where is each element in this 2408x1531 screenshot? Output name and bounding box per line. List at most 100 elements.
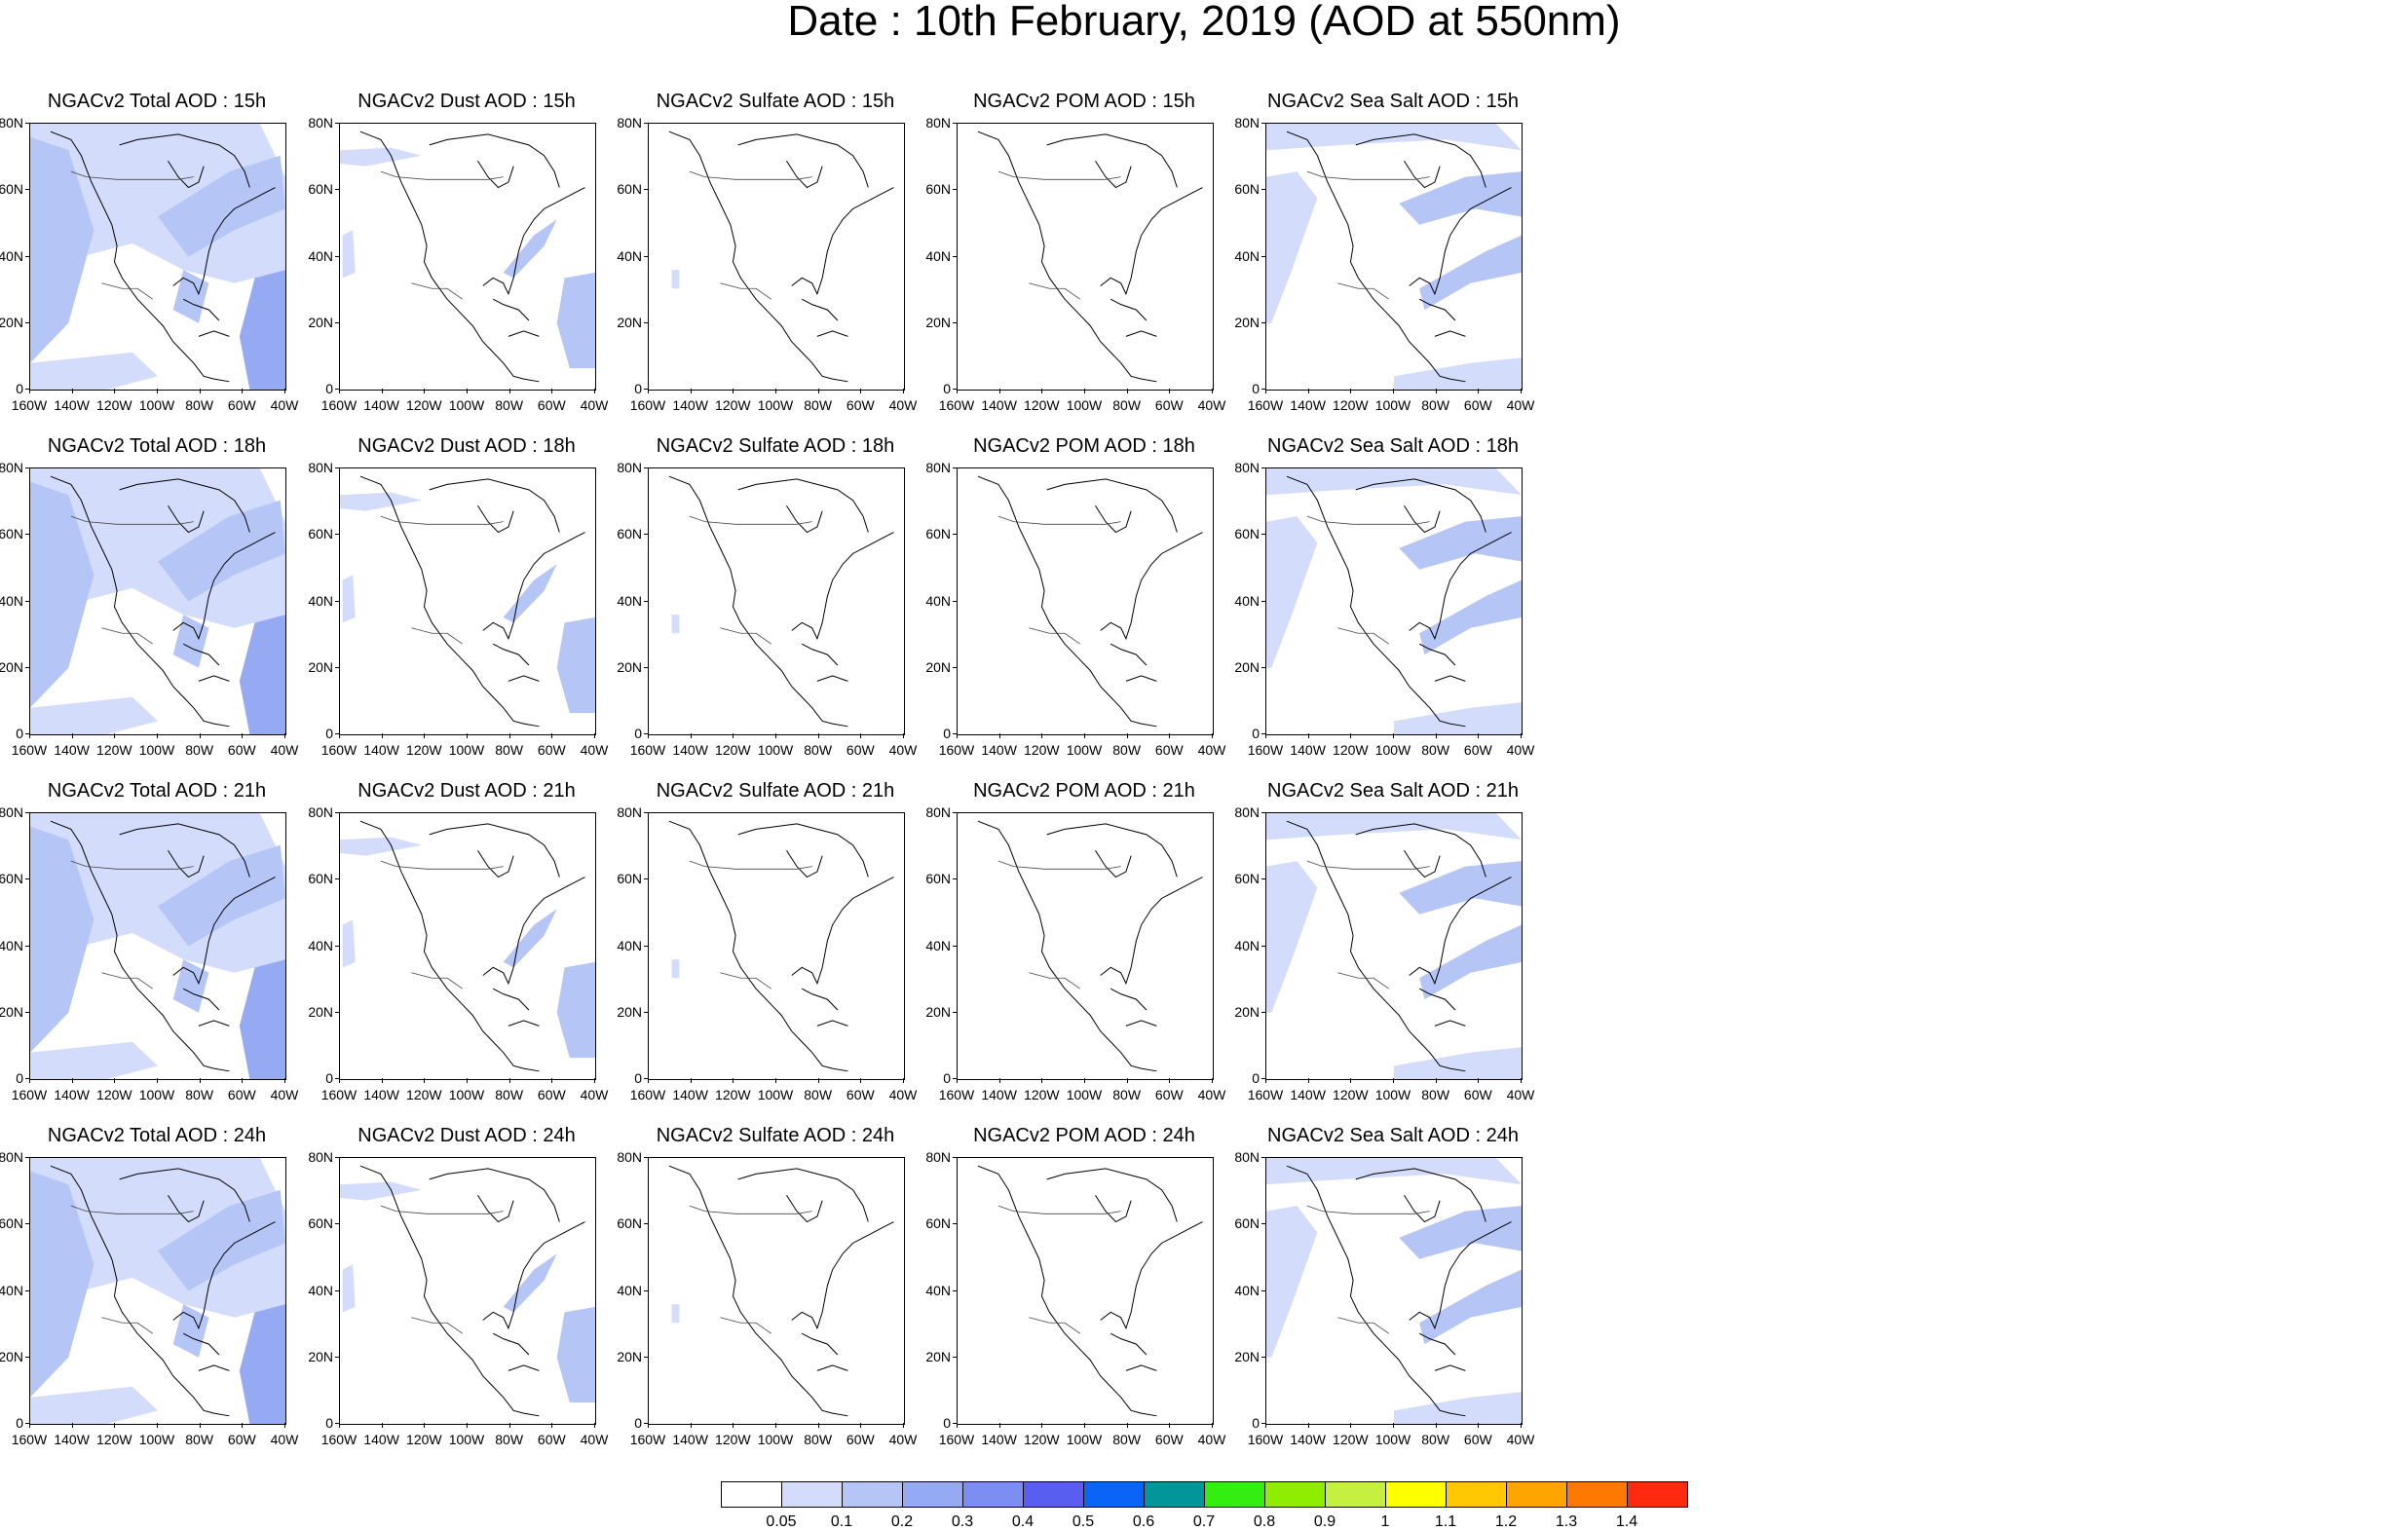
latitude-tick-label: 40N bbox=[0, 1282, 23, 1298]
longitude-tick-label: 40W bbox=[580, 1087, 609, 1102]
map-panel-pom-21h: NGACv2 POM AOD : 21h 80N 60N 40N 20N 0 160W 140… bbox=[918, 780, 1251, 1107]
longitude-tick-label: 120W bbox=[406, 1432, 442, 1447]
latitude-tick-label: 60N bbox=[925, 181, 951, 198]
latitude-tick bbox=[1261, 1356, 1265, 1358]
longitude-tick-label: 40W bbox=[1506, 1432, 1535, 1447]
longitude-tick bbox=[1435, 1078, 1437, 1083]
aod-shading bbox=[340, 837, 422, 856]
coastline bbox=[669, 476, 894, 727]
longitude-tick-label: 40W bbox=[888, 1087, 918, 1102]
map-panel-sulfate-21h: NGACv2 Sulfate AOD : 21h 80N 60N 40N 20N 0 160… bbox=[609, 780, 942, 1107]
aod-shading bbox=[158, 1189, 285, 1291]
colorbar-label: 1.4 bbox=[1615, 1513, 1638, 1530]
longitude-tick bbox=[339, 1423, 340, 1428]
latitude-tick bbox=[644, 1078, 648, 1079]
latitude-tick-label: 80N bbox=[1234, 115, 1260, 131]
latitude-tick-label: 60N bbox=[1234, 526, 1260, 542]
longitude-tick bbox=[381, 1078, 383, 1083]
latitude-tick-label: 80N bbox=[925, 460, 951, 475]
aod-map bbox=[957, 467, 1214, 735]
coastline bbox=[978, 131, 1203, 382]
longitude-tick-label: 80W bbox=[495, 742, 524, 758]
longitude-tick-label: 120W bbox=[96, 1432, 132, 1447]
longitude-tick bbox=[733, 1423, 734, 1428]
longitude-tick bbox=[1350, 733, 1352, 738]
latitude-tick-label: 40N bbox=[1234, 247, 1260, 264]
aod-shading bbox=[342, 230, 356, 279]
latitude-tick-label: 60N bbox=[0, 526, 23, 542]
latitude-tick-label: 20N bbox=[925, 314, 951, 330]
latitude-tick bbox=[953, 666, 957, 668]
latitude-tick-label: 20N bbox=[1234, 314, 1260, 330]
latitude-tick-label: 20N bbox=[617, 1348, 642, 1364]
latitude-tick bbox=[1261, 389, 1265, 390]
longitude-tick bbox=[424, 389, 426, 393]
longitude-tick bbox=[284, 1423, 285, 1428]
latitude-tick bbox=[1261, 123, 1265, 124]
aod-shading bbox=[30, 124, 285, 311]
aod-shading bbox=[1399, 516, 1522, 570]
latitude-tick bbox=[953, 123, 957, 124]
latitude-tick bbox=[644, 733, 648, 734]
longitude-tick bbox=[29, 1423, 30, 1428]
latitude-tick-label: 60N bbox=[1234, 1215, 1260, 1232]
longitude-tick-label: 120W bbox=[96, 397, 132, 413]
latitude-tick-label: 0 bbox=[634, 1070, 642, 1086]
longitude-tick bbox=[903, 389, 904, 393]
aod-shading bbox=[239, 270, 285, 390]
longitude-tick bbox=[594, 1423, 595, 1428]
aod-map bbox=[339, 1157, 596, 1425]
aod-shading bbox=[30, 352, 158, 390]
latitude-tick-label: 60N bbox=[617, 871, 642, 887]
latitude-tick-label: 20N bbox=[0, 658, 23, 675]
latitude-tick bbox=[953, 1423, 957, 1424]
latitude-tick bbox=[644, 1289, 648, 1291]
national-border bbox=[690, 171, 812, 299]
aod-shading bbox=[1419, 1269, 1522, 1345]
latitude-tick-label: 40N bbox=[308, 247, 333, 264]
longitude-tick-label: 60W bbox=[227, 1087, 256, 1102]
longitude-tick-label: 100W bbox=[1374, 397, 1411, 413]
latitude-tick bbox=[335, 1356, 339, 1358]
longitude-tick bbox=[860, 733, 862, 738]
aod-shading bbox=[671, 959, 680, 979]
longitude-tick-label: 160W bbox=[11, 397, 48, 413]
longitude-tick bbox=[381, 389, 383, 393]
longitude-tick-label: 140W bbox=[54, 1432, 90, 1447]
latitude-tick-label: 80N bbox=[0, 115, 23, 131]
longitude-tick bbox=[339, 733, 340, 738]
latitude-tick bbox=[953, 1223, 957, 1225]
latitude-tick bbox=[25, 1289, 29, 1291]
longitude-tick bbox=[1307, 1423, 1309, 1428]
latitude-tick-label: 60N bbox=[308, 181, 333, 198]
latitude-tick-label: 0 bbox=[634, 1415, 642, 1431]
aod-map bbox=[648, 1157, 905, 1425]
latitude-tick bbox=[644, 1157, 648, 1158]
colorbar-bin bbox=[1566, 1481, 1628, 1508]
map-panel-seasalt-21h: NGACv2 Sea Salt AOD : 21h 80N 60N 40N 20N 0 16… bbox=[1226, 780, 1560, 1107]
latitude-tick-label: 0 bbox=[634, 726, 642, 741]
aod-map bbox=[1265, 467, 1523, 735]
aod-shading bbox=[1394, 702, 1522, 734]
latitude-tick bbox=[953, 812, 957, 813]
latitude-tick bbox=[1261, 1289, 1265, 1291]
latitude-tick bbox=[25, 1423, 29, 1424]
longitude-tick-label: 80W bbox=[804, 1087, 833, 1102]
longitude-tick bbox=[1478, 1078, 1480, 1083]
longitude-tick bbox=[71, 1078, 73, 1083]
longitude-tick-label: 100W bbox=[448, 1087, 485, 1102]
longitude-tick-label: 80W bbox=[1112, 742, 1142, 758]
latitude-tick bbox=[953, 467, 957, 468]
longitude-tick-label: 100W bbox=[448, 397, 485, 413]
aod-shading bbox=[1394, 357, 1522, 390]
colorbar-label: 1.3 bbox=[1555, 1513, 1578, 1530]
national-border bbox=[690, 861, 812, 989]
national-border bbox=[998, 516, 1121, 644]
latitude-tick bbox=[1261, 321, 1265, 323]
aod-shading bbox=[671, 615, 680, 634]
latitude-tick bbox=[335, 255, 339, 257]
longitude-tick bbox=[339, 389, 340, 393]
longitude-tick-label: 60W bbox=[846, 1087, 875, 1102]
national-border bbox=[1307, 1206, 1430, 1333]
colorbar-bin bbox=[721, 1481, 782, 1508]
